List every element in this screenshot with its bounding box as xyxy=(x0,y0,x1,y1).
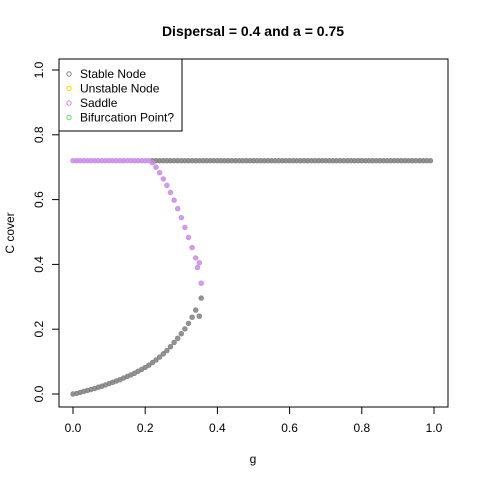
data-point-saddle xyxy=(198,280,204,286)
data-point-stable-node xyxy=(185,320,192,327)
x-tick-label: 1.0 xyxy=(426,421,443,435)
legend-marker xyxy=(66,71,72,77)
legend-marker xyxy=(66,85,72,92)
data-point-stable-node xyxy=(164,347,170,354)
data-point-saddle xyxy=(164,182,170,189)
data-point-saddle xyxy=(171,197,177,203)
data-point-stable-node xyxy=(196,313,203,319)
data-point-stable-node xyxy=(153,357,159,363)
data-point-saddle xyxy=(193,255,199,261)
data-point-saddle xyxy=(178,215,185,221)
y-tick-label: 0.0 xyxy=(32,385,46,402)
y-tick-label: 0.6 xyxy=(32,191,46,208)
data-point-stable-node xyxy=(171,339,177,346)
data-point-stable-node xyxy=(189,314,195,320)
data-point-stable-node xyxy=(149,359,156,366)
data-point-saddle xyxy=(194,264,201,271)
legend-label: Bifurcation Point? xyxy=(80,111,174,125)
y-tick-label: 0.2 xyxy=(32,321,46,338)
x-axis: 0.0 0.2 0.4 0.6 0.8 1.0 xyxy=(65,406,443,435)
data-point-saddle xyxy=(160,176,167,182)
y-tick-label: 0.8 xyxy=(32,126,46,143)
legend-label: Unstable Node xyxy=(80,82,160,96)
data-point-saddle xyxy=(156,170,163,176)
chart-title: Dispersal = 0.4 and a = 0.75 xyxy=(162,23,344,39)
data-point-stable-node xyxy=(175,335,181,341)
x-tick-label: 0.6 xyxy=(281,421,298,435)
data-points xyxy=(70,158,434,397)
data-point-stable-node xyxy=(178,331,185,337)
data-point-saddle xyxy=(175,206,181,212)
legend-box xyxy=(58,58,183,132)
y-axis-label: C cover xyxy=(3,212,17,253)
legend-marker xyxy=(66,100,72,106)
data-point-stable-node xyxy=(146,362,152,368)
x-tick-label: 0.8 xyxy=(353,421,370,435)
x-tick-label: 0.4 xyxy=(209,421,226,435)
y-axis: 0.0 0.2 0.4 0.6 0.8 1.0 xyxy=(32,61,60,402)
data-point-stable-node xyxy=(156,354,163,360)
x-tick-label: 0.2 xyxy=(137,421,154,435)
data-point-stable-node xyxy=(193,307,199,313)
data-point-saddle xyxy=(185,234,192,241)
y-tick-label: 0.4 xyxy=(32,256,46,273)
x-tick-label: 0.0 xyxy=(65,421,82,435)
x-axis-label: g xyxy=(250,452,257,466)
data-point-stable-node xyxy=(182,326,188,332)
y-tick-label: 1.0 xyxy=(32,61,46,78)
data-point-saddle xyxy=(189,244,195,251)
legend-marker xyxy=(66,114,72,121)
data-point-saddle xyxy=(196,260,203,266)
data-point-saddle xyxy=(167,189,174,196)
data-point-stable-node xyxy=(198,295,204,301)
data-point-stable-node xyxy=(427,158,434,164)
data-point-saddle xyxy=(153,164,159,170)
legend-label: Stable Node xyxy=(80,67,146,81)
legend-label: Saddle xyxy=(80,96,118,110)
data-point-saddle xyxy=(182,224,188,231)
data-point-stable-node xyxy=(167,344,174,350)
data-point-saddle xyxy=(149,160,156,166)
data-point-stable-node xyxy=(160,351,167,357)
